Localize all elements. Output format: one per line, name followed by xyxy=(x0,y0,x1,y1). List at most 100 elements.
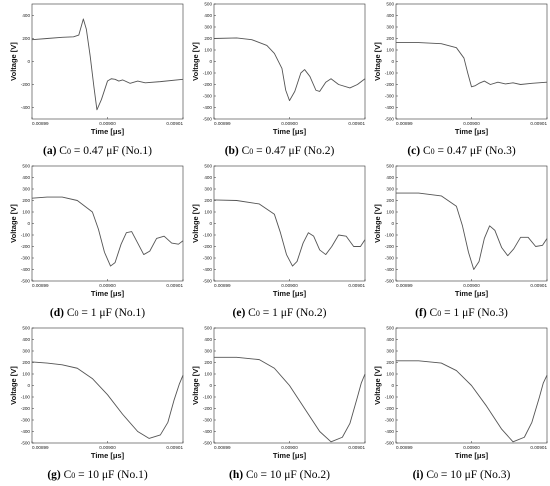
series-line xyxy=(213,199,366,267)
y-tick-label: 300 xyxy=(386,187,394,192)
x-tick-label: 0.00900 xyxy=(463,445,480,450)
caption-subscript: 0 xyxy=(255,309,260,318)
panel-caption: (b) C0 = 0.47 μF (No.2) xyxy=(188,145,371,157)
y-tick-label: 300 xyxy=(386,349,394,354)
x-tick-label: 0.00899 xyxy=(32,445,49,450)
y-axis-label: Voltage [V] xyxy=(373,204,382,243)
y-tick-label: 0 xyxy=(391,221,394,226)
chart-svg: -500 -400 -300 -200 -100 0 100 200 300 400 500 0.00… xyxy=(191,326,366,460)
series-line xyxy=(214,356,366,443)
y-tick-label: 100 xyxy=(22,372,30,377)
y-tick-label: 100 xyxy=(204,48,212,53)
caption-subscript: 0 xyxy=(71,471,76,480)
x-tick-label: 0.00900 xyxy=(281,445,298,450)
x-tick-label: 0.00901 xyxy=(530,283,547,288)
y-tick-label: 500 xyxy=(204,2,212,7)
y-tick-label: 500 xyxy=(386,2,394,7)
caption-text: = 10 μF (No.1) xyxy=(75,469,148,481)
chart-panel: -500 -400 -300 -200 -100 0 100 200 300 400 500 0.00… xyxy=(188,162,371,324)
series-line xyxy=(213,37,366,102)
panel-caption: (h) C0 = 10 μF (No.2) xyxy=(188,469,371,481)
x-axis-label: Time [μs] xyxy=(91,289,125,298)
x-tick-label: 0.00899 xyxy=(32,121,49,126)
y-tick-label: -500 xyxy=(21,441,31,446)
y-tick-label: -100 xyxy=(203,395,213,400)
chart-panel: -500 -400 -300 -200 -100 0 100 200 300 400 500 0.00… xyxy=(370,324,550,486)
caption-text: = 10 μF (No.2) xyxy=(257,469,330,481)
y-tick-label: 100 xyxy=(204,210,212,215)
y-tick-label: -200 xyxy=(21,82,31,87)
y-tick-label: 0 xyxy=(27,383,30,388)
y-tick-label: 400 xyxy=(204,175,212,180)
y-tick-label: 0 xyxy=(27,221,30,226)
y-axis-label: Voltage [V] xyxy=(9,204,18,243)
chart-panel: -500 -400 -300 -200 -100 0 100 200 300 400 500 0.00… xyxy=(6,324,189,486)
chart-svg: -500 -400 -300 -200 -100 0 100 200 300 400 500 0.00… xyxy=(373,326,547,460)
y-tick-label: -300 xyxy=(203,418,213,423)
y-tick-label: -300 xyxy=(21,418,31,423)
y-tick-label: 300 xyxy=(22,187,30,192)
y-tick-label: -300 xyxy=(203,256,213,261)
x-axis-label: Time [μs] xyxy=(91,127,125,136)
x-tick-label: 0.00899 xyxy=(214,283,231,288)
x-axis-label: Time [μs] xyxy=(273,289,307,298)
y-tick-label: 500 xyxy=(204,164,212,169)
chart-svg: -500 -400 -300 -200 -100 0 100 200 300 400 500 0.00… xyxy=(373,164,548,298)
y-tick-label: 200 xyxy=(22,198,30,203)
panel-caption: (g) C0 = 10 μF (No.1) xyxy=(6,469,189,481)
y-tick-label: -500 xyxy=(203,117,213,122)
series-line xyxy=(396,192,548,270)
y-tick-label: 300 xyxy=(204,187,212,192)
x-tick-label: 0.00901 xyxy=(348,121,365,126)
y-axis-label: Voltage [V] xyxy=(9,366,18,405)
y-tick-label: 400 xyxy=(386,337,394,342)
y-tick-label: -500 xyxy=(203,441,213,446)
chart-panel: -500 -400 -300 -200 -100 0 100 200 300 400 500 0.00… xyxy=(370,0,550,162)
caption-c: C xyxy=(66,307,75,319)
plot-frame xyxy=(31,3,184,120)
y-tick-label: -500 xyxy=(203,279,213,284)
caption-c: C xyxy=(426,469,434,481)
caption-c: C xyxy=(245,469,254,481)
series-line xyxy=(396,42,548,88)
y-tick-label: 0 xyxy=(209,59,212,64)
chart-panel: -500 -400 -300 -200 -100 0 100 200 300 400 500 0.00… xyxy=(6,162,189,324)
x-tick-label: 0.00900 xyxy=(99,121,116,126)
caption-label: (g) xyxy=(47,469,61,481)
x-tick-label: 0.00899 xyxy=(32,283,49,288)
y-tick-label: 100 xyxy=(386,372,394,377)
x-tick-label: 0.00899 xyxy=(396,283,413,288)
y-tick-label: 300 xyxy=(386,25,394,30)
y-tick-label: 200 xyxy=(204,360,212,365)
y-tick-label: 0 xyxy=(391,59,394,64)
y-tick-label: -200 xyxy=(21,406,31,411)
chart-panel: -500 -400 -300 -200 -100 0 100 200 300 400 500 0.00… xyxy=(188,0,371,162)
caption-subscript: 0 xyxy=(437,309,442,318)
y-tick-label: -300 xyxy=(21,256,31,261)
x-tick-label: 0.00900 xyxy=(99,283,116,288)
x-tick-label: 0.00900 xyxy=(281,283,298,288)
y-tick-label: -100 xyxy=(385,233,395,238)
y-tick-label: -500 xyxy=(21,279,31,284)
y-axis-label: Voltage [V] xyxy=(191,204,200,243)
y-axis-label: Voltage [V] xyxy=(373,42,382,81)
plot-frame xyxy=(395,3,548,120)
y-tick-label: 300 xyxy=(22,349,30,354)
y-tick-label: 0 xyxy=(209,383,212,388)
plot-frame xyxy=(213,165,366,282)
y-tick-label: 200 xyxy=(22,36,30,41)
x-tick-label: 0.00901 xyxy=(530,445,547,450)
caption-c: C xyxy=(248,307,256,319)
y-tick-label: -100 xyxy=(21,395,31,400)
y-tick-label: 100 xyxy=(22,210,30,215)
caption-label: (e) xyxy=(232,307,246,319)
y-tick-label: -200 xyxy=(21,244,31,249)
y-tick-label: -400 xyxy=(203,429,213,434)
caption-subscript: 0 xyxy=(430,147,435,156)
y-tick-label: 200 xyxy=(204,198,212,203)
y-tick-label: -100 xyxy=(203,233,213,238)
caption-label: (b) xyxy=(224,145,239,157)
caption-text: = 1 μF (No.3) xyxy=(441,307,508,319)
y-tick-label: -400 xyxy=(203,105,213,110)
